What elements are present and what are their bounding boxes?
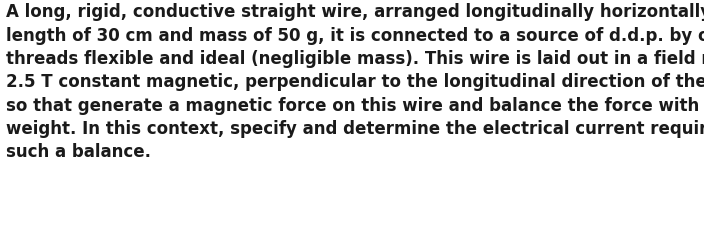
Text: A long, rigid, conductive straight wire, arranged longitudinally horizontally, w: A long, rigid, conductive straight wire,… [6, 3, 704, 161]
